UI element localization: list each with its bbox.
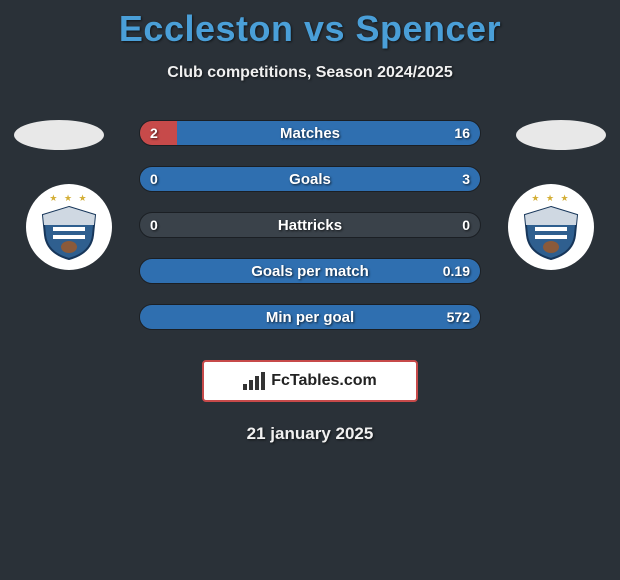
stat-value-right: 3 [462,171,470,187]
stat-value-right: 572 [447,309,470,325]
shield-icon [521,205,581,261]
attribution-box: FcTables.com [202,360,418,402]
badge-stars-icon: ★ ★ ★ [49,194,88,203]
bar-fill-left [140,121,177,145]
date-label: 21 january 2025 [0,424,620,444]
stat-value-left: 0 [150,217,158,233]
chart-icon [243,372,265,390]
stat-value-left: 2 [150,125,158,141]
stat-bar: 572 Min per goal [139,304,481,330]
stat-label: Goals [289,171,331,188]
stat-label: Matches [280,125,340,142]
club-badge-left: ★ ★ ★ [26,184,112,270]
stats-area: ★ ★ ★ ★ ★ ★ 2 16 Matches 0 3 Goals 0 0 Hattricks… [0,120,620,330]
club-badge-right: ★ ★ ★ [508,184,594,270]
stat-value-left: 0 [150,171,158,187]
shield-icon [39,205,99,261]
player-left-oval [14,120,104,150]
stat-bar: 2 16 Matches [139,120,481,146]
stat-label: Goals per match [251,263,369,280]
stat-value-right: 16 [454,125,470,141]
player-right-oval [516,120,606,150]
stat-bar: 0 3 Goals [139,166,481,192]
stat-value-right: 0 [462,217,470,233]
stats-bars: 2 16 Matches 0 3 Goals 0 0 Hattricks 0.19 Goals pe… [139,120,481,330]
comparison-title: Eccleston vs Spencer [0,0,620,50]
stat-label: Min per goal [266,309,354,326]
stat-label: Hattricks [278,217,342,234]
stat-bar: 0.19 Goals per match [139,258,481,284]
stat-bar: 0 0 Hattricks [139,212,481,238]
stat-value-right: 0.19 [443,263,470,279]
attribution-text: FcTables.com [271,372,377,390]
badge-stars-icon: ★ ★ ★ [531,194,570,203]
comparison-subtitle: Club competitions, Season 2024/2025 [0,64,620,82]
